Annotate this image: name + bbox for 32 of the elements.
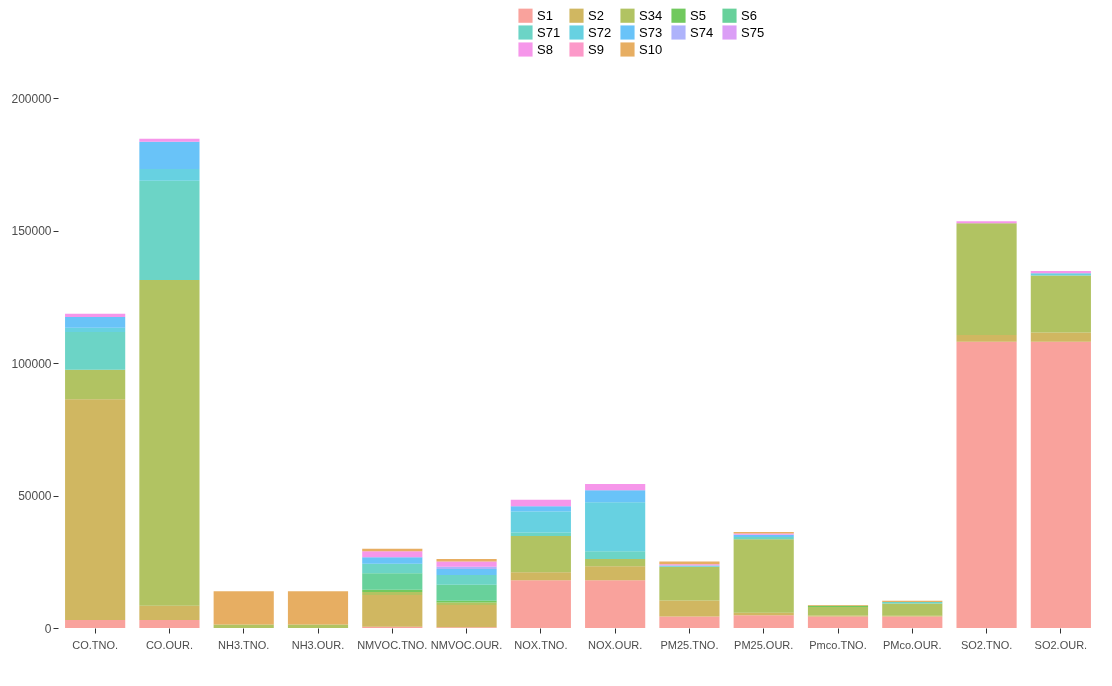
x-tick-label: NOX.TNO. (514, 638, 568, 651)
legend-label: S6 (741, 7, 757, 23)
legend-label: S71 (537, 24, 561, 40)
legend-label: S10 (639, 41, 663, 57)
x-tick-label: NH3.OUR. (291, 638, 345, 651)
x-tick-label: NH3.TNO. (218, 638, 270, 651)
y-tick-label: 0 (44, 621, 52, 636)
legend-label: S1 (537, 7, 553, 23)
y-tick-label: 150000 (11, 224, 52, 238)
x-tick-label: PM25.TNO. (660, 638, 719, 651)
legend-label: S5 (690, 7, 706, 23)
x-tick-label: SO2.OUR. (1034, 638, 1088, 651)
x-tick-label: NMVOC.OUR. (430, 638, 503, 651)
x-tick-label: NMVOC.TNO. (357, 638, 428, 651)
y-tick-label: 200000 (11, 91, 52, 106)
legend-label: S34 (639, 7, 663, 23)
legend-label: S74 (690, 24, 714, 40)
x-tick-label: Pmco.TNO. (809, 638, 867, 651)
legend-label: S75 (741, 24, 765, 40)
x-tick-label: PM25.OUR. (734, 638, 794, 651)
legend-label: S73 (639, 24, 663, 40)
legend-label: S8 (537, 41, 553, 57)
legend-label: S72 (588, 24, 612, 40)
legend-label: S2 (588, 7, 604, 23)
x-tick-label: SO2.TNO. (960, 638, 1013, 651)
y-tick-label: 50000 (18, 489, 52, 503)
x-tick-label: PMco.OUR. (882, 638, 942, 651)
x-tick-label: CO.OUR. (145, 638, 193, 651)
x-tick-label: CO.TNO. (72, 638, 119, 651)
legend-label: S9 (588, 41, 604, 57)
x-tick-label: NOX.OUR. (587, 638, 643, 651)
y-tick-label: 100000 (11, 356, 52, 371)
